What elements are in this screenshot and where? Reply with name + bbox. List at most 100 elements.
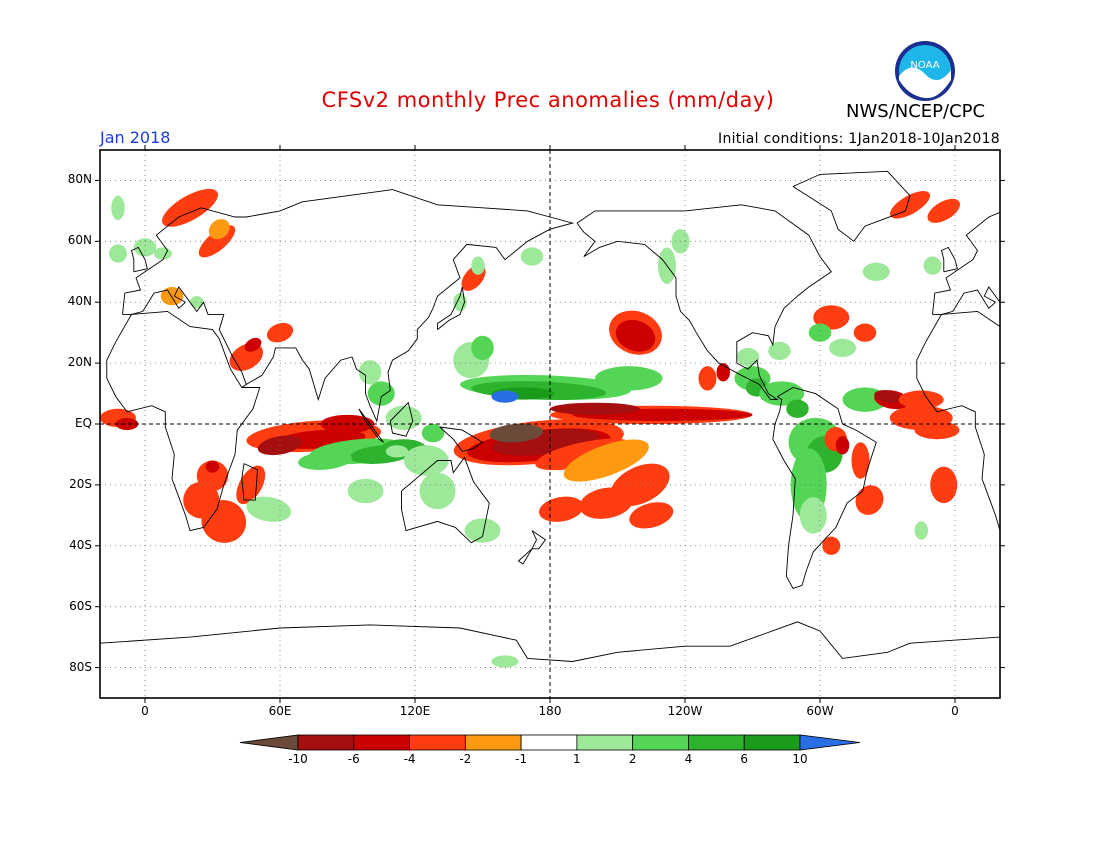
lat-label: 20N — [67, 355, 92, 370]
anomaly-patch — [421, 424, 445, 443]
anomaly-patch — [855, 485, 884, 515]
anomaly-patch — [889, 191, 931, 219]
anomaly-patch — [914, 521, 928, 540]
anomaly-patch — [629, 502, 674, 529]
coastline — [439, 426, 484, 452]
anomaly-patch — [115, 417, 139, 431]
anomaly-patch — [464, 518, 501, 543]
anomaly-patch — [419, 472, 456, 510]
coastline — [916, 310, 1000, 532]
lat-label: 40S — [69, 537, 92, 552]
coastline — [358, 408, 384, 443]
anomaly-patch — [822, 536, 841, 555]
anomaly-patch — [471, 256, 485, 275]
lat-label: 60S — [69, 598, 92, 613]
colorbar-label: -2 — [459, 752, 472, 766]
colorbar-label: -6 — [347, 752, 360, 766]
agency-label: NWS/NCEP/CPC — [846, 101, 986, 122]
anomaly-patch — [160, 287, 184, 306]
lat-label: 40N — [67, 294, 92, 309]
coastline — [130, 246, 148, 273]
colorbar-label: 1 — [573, 752, 581, 766]
colorbar-segment — [409, 734, 466, 751]
coastline — [772, 387, 877, 589]
anomaly-patch — [208, 219, 230, 240]
anomaly-patch — [520, 247, 544, 266]
anomaly-patch — [914, 420, 960, 440]
anomaly-patch — [923, 256, 942, 275]
anomaly-patch — [829, 338, 856, 358]
colorbar-label: -4 — [403, 752, 416, 766]
anomaly-patch — [358, 360, 382, 385]
colorbar-segment — [632, 734, 689, 751]
coastline — [0, 205, 21, 400]
anomaly-patch — [930, 466, 958, 504]
colorbar-segment — [464, 734, 522, 751]
coastline — [241, 463, 258, 501]
anomaly-patch — [538, 496, 584, 522]
anomaly-patch — [244, 337, 262, 352]
anomaly-patch — [162, 188, 218, 227]
anomaly-patch — [111, 195, 125, 221]
coastline — [401, 456, 490, 544]
anomaly-patch — [853, 323, 877, 342]
lon-label: 0 — [951, 704, 959, 718]
initial-conditions: Initial conditions: 1Jan2018-10Jan2018 — [718, 131, 1000, 147]
coastline — [106, 310, 261, 532]
noaa-logo: NOAA — [895, 41, 955, 101]
colorbar-label: -1 — [515, 752, 528, 766]
coastline — [122, 189, 575, 423]
anomaly-patch — [862, 262, 890, 281]
coastline — [932, 211, 1000, 315]
anomaly-patch — [563, 439, 649, 482]
anomaly-patch — [786, 399, 809, 418]
anomaly-patch — [491, 655, 519, 668]
anomaly-patch — [698, 366, 717, 391]
coastline — [792, 170, 911, 242]
anomaly-patch — [205, 460, 220, 473]
anomaly-patch — [133, 238, 157, 257]
lon-label: 180 — [538, 704, 562, 718]
anomaly-patch — [595, 366, 663, 391]
anomaly-patch — [874, 390, 901, 404]
coastline — [389, 401, 414, 437]
anomaly-patch — [471, 335, 494, 361]
lon-label: 60E — [268, 704, 292, 718]
coastline — [517, 548, 533, 565]
anomaly-patch — [768, 341, 791, 361]
lat-label: 80S — [69, 659, 92, 674]
anomaly-patch — [835, 436, 850, 455]
lat-label: 60N — [67, 233, 92, 248]
chart-title: CFSv2 monthly Prec anomalies (mm/day) — [321, 88, 775, 112]
coastline — [940, 246, 958, 273]
anomaly-patch — [813, 305, 850, 330]
anomaly-patch — [898, 390, 944, 409]
anomaly-patch — [550, 402, 640, 415]
lat-label: 80N — [67, 172, 92, 187]
colorbar-label: 4 — [684, 752, 693, 766]
colorbar-label: -10 — [288, 752, 308, 766]
anomaly-patch — [579, 487, 633, 519]
anomaly-patch — [298, 451, 352, 470]
coastline — [1052, 464, 1068, 501]
anomaly-patch — [266, 322, 294, 343]
colorbar-segment — [520, 734, 578, 751]
anomaly-patch — [183, 481, 220, 519]
anomaly-patch — [367, 381, 395, 406]
month-label: Jan 2018 — [100, 128, 171, 147]
anomaly-patch — [489, 423, 544, 443]
coastline — [437, 286, 465, 330]
anomaly-patch — [385, 445, 409, 458]
coastline — [576, 204, 832, 401]
colorbar-segment — [353, 734, 410, 751]
colorbar-segment — [688, 734, 745, 751]
anomaly-patch — [851, 442, 870, 479]
lon-label: 120E — [399, 704, 431, 718]
anomaly-patch — [927, 198, 960, 223]
coastline — [100, 621, 911, 662]
logo-text: NOAA — [910, 60, 939, 71]
lon-label: 60W — [806, 704, 834, 718]
colorbar-segment — [743, 734, 801, 751]
anomaly-patch — [736, 347, 760, 367]
